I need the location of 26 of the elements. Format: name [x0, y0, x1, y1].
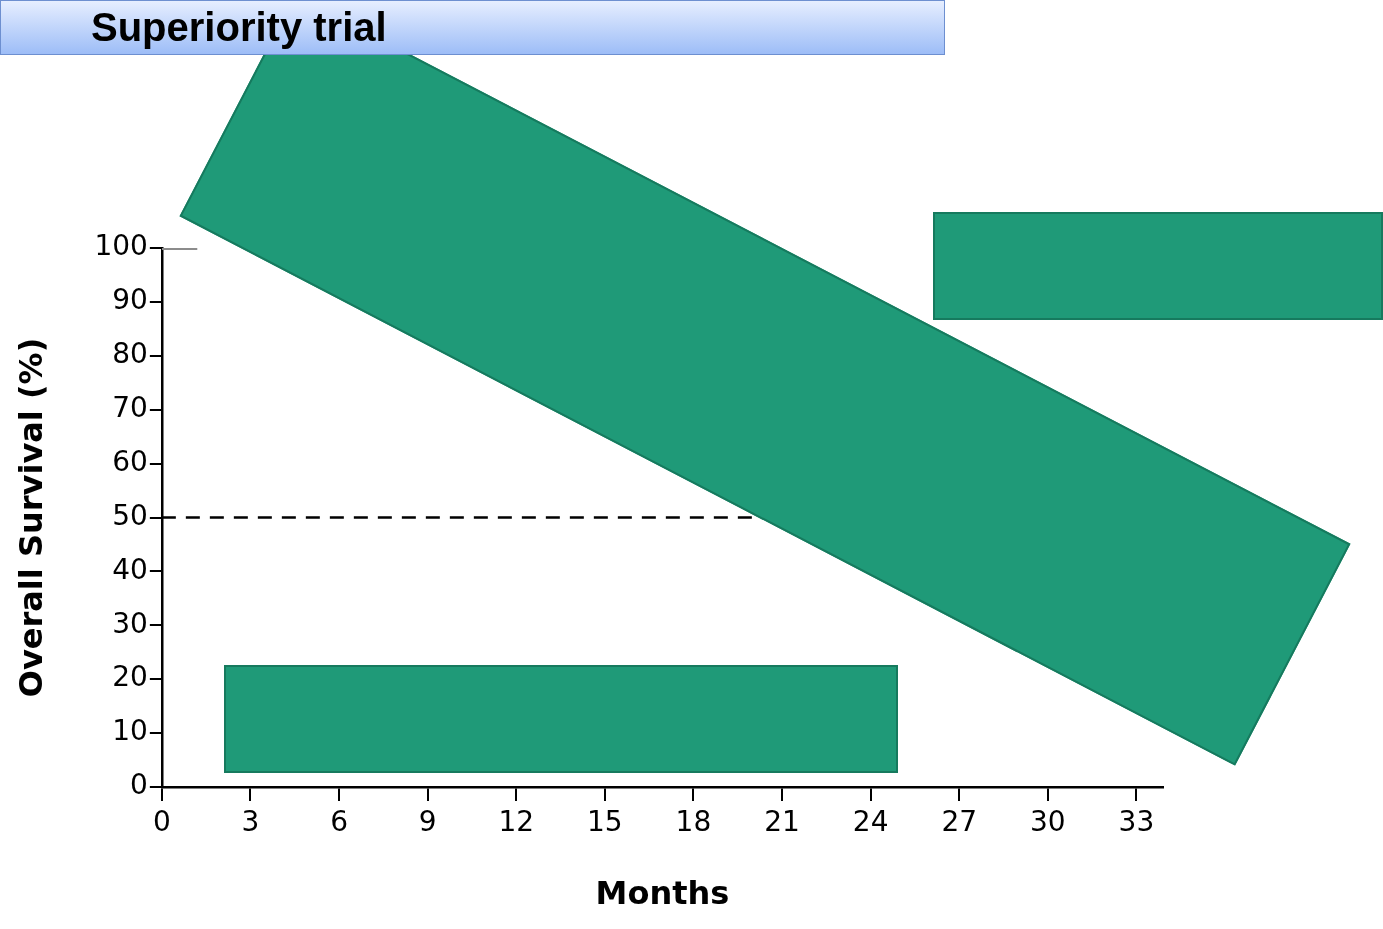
x-tick-label: 9: [418, 805, 437, 839]
y-tick-label: 30: [112, 606, 148, 640]
y-tick-label: 90: [112, 283, 148, 317]
x-tick-label: 0: [152, 805, 171, 839]
y-tick-label: 20: [112, 660, 148, 694]
y-tick-label: 40: [112, 552, 148, 586]
y-tick-label: 0: [130, 768, 148, 802]
x-tick-label: 33: [1118, 805, 1155, 839]
y-tick-label: 80: [112, 337, 148, 371]
y-tick-label: 70: [112, 390, 148, 424]
x-tick-label: 6: [330, 805, 348, 839]
x-tick-label: 30: [1030, 805, 1066, 839]
x-tick-label: 21: [764, 805, 800, 839]
x-tick-label: 3: [241, 805, 260, 839]
chart-title: Superiority trial: [0, 0, 945, 55]
y-axis-title: Overall Survival (%): [11, 337, 50, 698]
x-axis-title: Months: [595, 874, 730, 913]
x-tick-label: 24: [852, 805, 889, 839]
x-tick-label: 12: [498, 805, 535, 839]
x-tick-label: 15: [587, 805, 623, 839]
x-tick-label: 18: [675, 805, 712, 839]
y-tick-label: 100: [94, 229, 148, 263]
y-tick-label: 50: [112, 498, 148, 532]
y-tick-label: 10: [112, 714, 148, 748]
x-tick-label: 27: [941, 805, 978, 839]
y-tick-label: 60: [112, 444, 148, 478]
